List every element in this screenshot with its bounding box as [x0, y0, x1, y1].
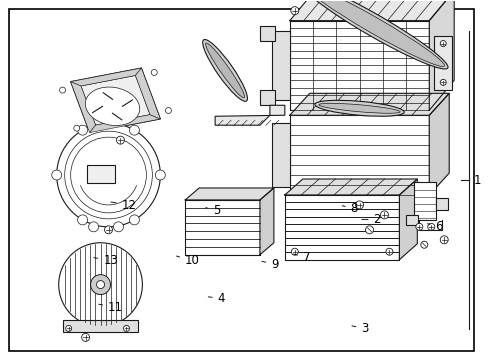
Circle shape: [104, 226, 112, 234]
Polygon shape: [185, 188, 273, 200]
Circle shape: [123, 325, 129, 332]
Circle shape: [151, 69, 157, 75]
Circle shape: [129, 215, 139, 225]
Circle shape: [78, 125, 87, 135]
Ellipse shape: [300, 0, 447, 69]
Polygon shape: [70, 68, 160, 132]
Circle shape: [57, 123, 160, 227]
Circle shape: [78, 215, 87, 225]
Polygon shape: [70, 82, 95, 132]
Polygon shape: [289, 0, 453, 21]
Circle shape: [420, 241, 427, 248]
Ellipse shape: [318, 103, 399, 113]
Circle shape: [155, 170, 165, 180]
Bar: [285, 195, 399, 260]
Text: 10: 10: [176, 254, 200, 267]
Bar: [260, 26, 274, 41]
Bar: [185, 200, 260, 255]
Circle shape: [415, 223, 422, 230]
Bar: [289, 115, 428, 195]
Polygon shape: [215, 105, 285, 125]
Circle shape: [355, 201, 363, 209]
Text: 13: 13: [94, 254, 118, 267]
Circle shape: [129, 125, 139, 135]
Bar: [406, 215, 417, 225]
Ellipse shape: [202, 40, 247, 102]
Text: 2: 2: [361, 213, 380, 226]
Polygon shape: [89, 114, 160, 132]
Circle shape: [52, 170, 61, 180]
Text: 1: 1: [473, 174, 481, 186]
Circle shape: [88, 222, 99, 232]
Circle shape: [96, 280, 104, 289]
Ellipse shape: [304, 0, 444, 67]
Text: 8: 8: [342, 202, 357, 215]
Bar: [435, 198, 447, 210]
Bar: [260, 90, 274, 105]
Circle shape: [380, 211, 387, 219]
Text: 5: 5: [205, 204, 220, 217]
Text: 11: 11: [99, 301, 123, 314]
Polygon shape: [428, 93, 448, 195]
Circle shape: [385, 248, 392, 255]
Circle shape: [165, 108, 171, 113]
Ellipse shape: [205, 43, 244, 98]
Text: 3: 3: [351, 322, 368, 335]
Polygon shape: [70, 68, 141, 86]
Bar: [413, 182, 435, 220]
Text: 9: 9: [261, 258, 278, 271]
Polygon shape: [260, 188, 273, 255]
Ellipse shape: [314, 100, 404, 116]
Polygon shape: [135, 68, 160, 119]
Polygon shape: [428, 0, 453, 110]
Polygon shape: [399, 179, 416, 260]
Circle shape: [81, 333, 89, 341]
Polygon shape: [285, 179, 416, 195]
Circle shape: [439, 41, 446, 46]
Circle shape: [427, 223, 434, 230]
Bar: [86, 165, 114, 183]
Bar: [289, 21, 428, 110]
Circle shape: [65, 325, 72, 332]
Circle shape: [365, 226, 373, 234]
Circle shape: [74, 125, 80, 131]
Circle shape: [290, 7, 298, 15]
Polygon shape: [289, 93, 448, 115]
Circle shape: [116, 136, 124, 144]
Bar: [271, 123, 289, 187]
Circle shape: [439, 236, 447, 244]
Ellipse shape: [85, 87, 140, 126]
Text: 12: 12: [111, 199, 137, 212]
Bar: [271, 31, 289, 100]
Circle shape: [59, 243, 142, 327]
Circle shape: [113, 222, 123, 232]
Text: 6: 6: [427, 220, 442, 233]
Circle shape: [291, 248, 298, 255]
Bar: [62, 320, 138, 332]
Text: 7: 7: [293, 251, 310, 264]
Circle shape: [90, 275, 110, 294]
Circle shape: [60, 87, 65, 93]
Bar: [433, 36, 451, 90]
Circle shape: [439, 80, 446, 85]
Polygon shape: [81, 76, 150, 125]
Text: 4: 4: [208, 292, 225, 305]
